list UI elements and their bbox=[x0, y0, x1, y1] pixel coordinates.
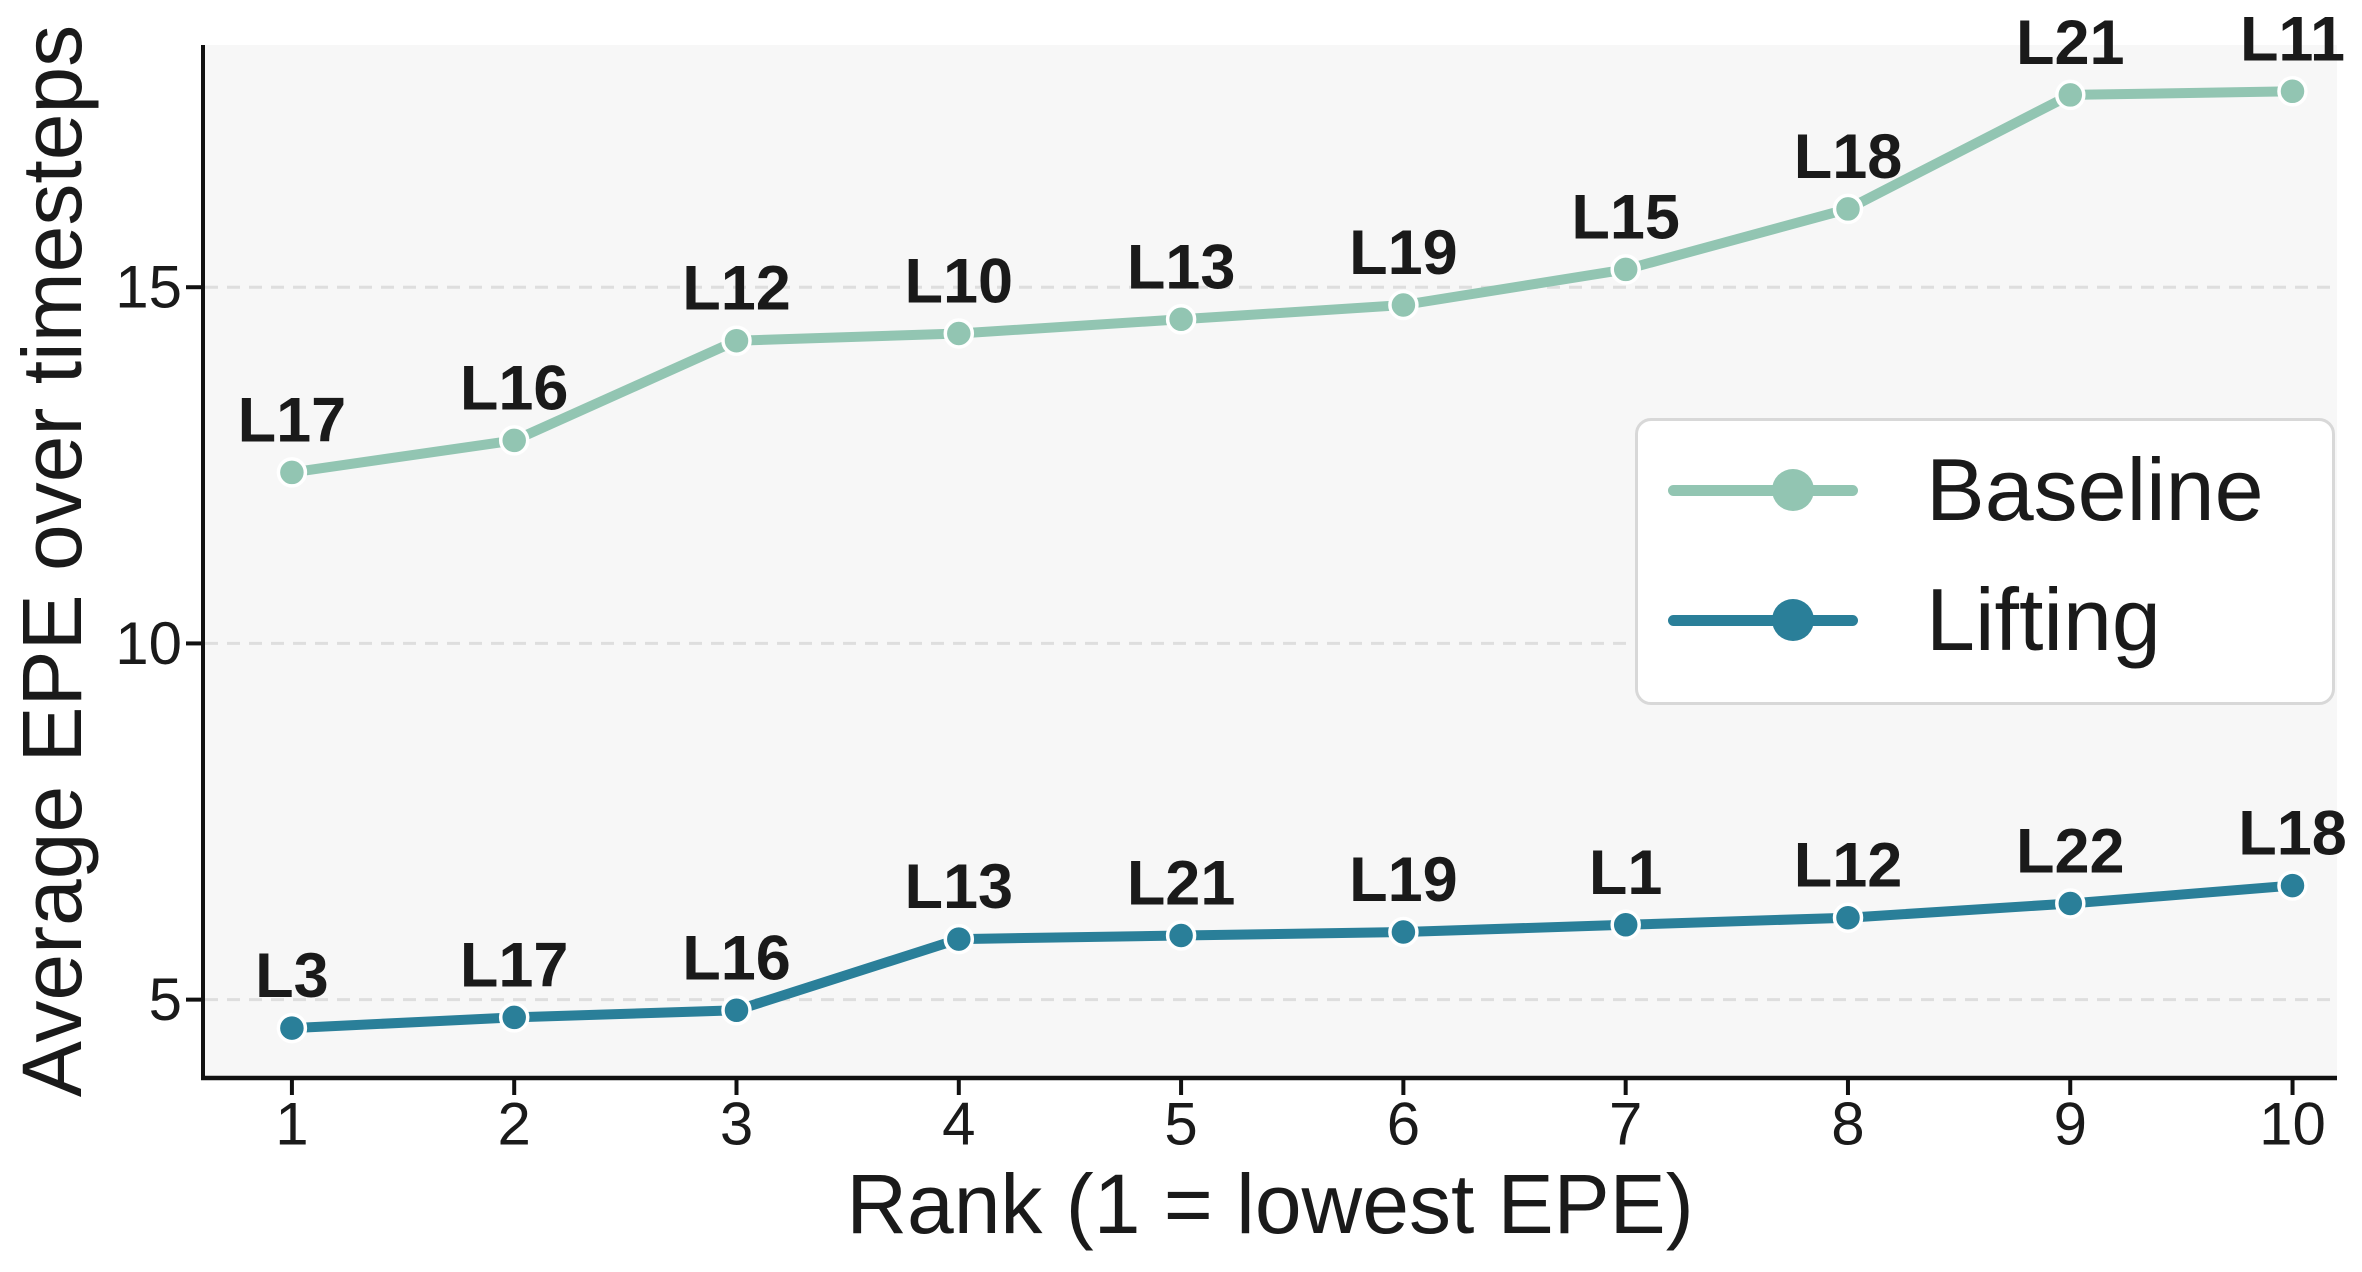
legend-row-baseline: Baseline bbox=[1638, 445, 2332, 535]
point-label-baseline-rank-10: L11 bbox=[2240, 4, 2345, 74]
data-point-lifting-rank-10 bbox=[2277, 870, 2308, 901]
legend-label-baseline: Baseline bbox=[1926, 440, 2264, 539]
x-tick-label-4: 4 bbox=[942, 1091, 975, 1158]
point-label-baseline-rank-3: L12 bbox=[682, 254, 791, 324]
data-point-baseline-rank-7 bbox=[1610, 254, 1641, 285]
legend-label-lifting: Lifting bbox=[1926, 570, 2161, 669]
data-point-lifting-rank-2 bbox=[498, 1002, 530, 1033]
gridline-layer bbox=[205, 285, 2337, 1002]
y-tick-label-10: 10 bbox=[115, 610, 182, 677]
data-point-baseline-rank-6 bbox=[1388, 289, 1419, 321]
axes-layer: 1 2 3 4 5 6 7 8 9 10 5 10 15 bbox=[115, 45, 2337, 1158]
data-point-baseline-rank-3 bbox=[721, 325, 752, 356]
series-line-lifting bbox=[286, 880, 2298, 1034]
point-label-lifting-rank-3: L16 bbox=[682, 923, 791, 993]
point-label-lifting-rank-6: L19 bbox=[1349, 845, 1458, 915]
data-point-lifting-rank-1 bbox=[276, 1012, 308, 1044]
data-point-baseline-rank-10 bbox=[2277, 76, 2308, 107]
data-point-lifting-rank-5 bbox=[1165, 920, 1197, 951]
lifting-line-marker-icon bbox=[1668, 575, 1858, 665]
legend: Baseline Lifting bbox=[1635, 418, 2335, 705]
x-tick-label-3: 3 bbox=[720, 1091, 753, 1158]
data-point-lifting-rank-9 bbox=[2055, 888, 2086, 919]
y-axis-label: Average EPE over timesteps bbox=[5, 25, 99, 1097]
point-label-lifting-rank-4: L13 bbox=[905, 852, 1014, 922]
series-layer: L17 L16 L12 L10 L13 L19 L15 L18 L21 L11 L3 L17 L16 L1… bbox=[238, 4, 2347, 1044]
data-point-baseline-rank-4 bbox=[943, 318, 975, 349]
point-label-baseline-rank-1: L17 bbox=[238, 385, 347, 455]
x-axis-label: Rank (1 = lowest EPE) bbox=[846, 1157, 1693, 1251]
point-label-lifting-rank-5: L21 bbox=[1127, 849, 1236, 919]
data-point-lifting-rank-4 bbox=[943, 923, 975, 955]
point-label-lifting-rank-10: L18 bbox=[2238, 799, 2347, 869]
y-tick-label-15: 15 bbox=[115, 254, 182, 321]
data-point-baseline-rank-5 bbox=[1165, 304, 1197, 335]
legend-row-lifting: Lifting bbox=[1638, 575, 2332, 665]
point-label-lifting-rank-9: L22 bbox=[2016, 817, 2125, 887]
x-tick-label-2: 2 bbox=[498, 1091, 531, 1158]
point-label-lifting-rank-1: L3 bbox=[255, 941, 329, 1011]
point-label-baseline-rank-5: L13 bbox=[1127, 232, 1236, 302]
point-label-baseline-rank-2: L16 bbox=[460, 353, 569, 423]
x-tick-label-8: 8 bbox=[1831, 1091, 1864, 1158]
point-label-lifting-rank-2: L17 bbox=[460, 930, 569, 1000]
data-point-lifting-rank-7 bbox=[1610, 909, 1641, 941]
data-point-lifting-rank-8 bbox=[1832, 902, 1864, 933]
point-label-baseline-rank-9: L21 bbox=[2016, 8, 2125, 78]
x-tick-label-5: 5 bbox=[1164, 1091, 1197, 1158]
x-tick-label-1: 1 bbox=[275, 1091, 308, 1158]
data-point-baseline-rank-9 bbox=[2055, 79, 2086, 111]
point-label-baseline-rank-7: L15 bbox=[1571, 182, 1680, 252]
point-label-baseline-rank-8: L18 bbox=[1794, 122, 1903, 192]
y-tick-label-5: 5 bbox=[149, 966, 182, 1033]
x-tick-label-9: 9 bbox=[2054, 1091, 2087, 1158]
point-label-baseline-rank-4: L10 bbox=[905, 247, 1014, 317]
x-tick-label-6: 6 bbox=[1387, 1091, 1420, 1158]
point-label-lifting-rank-7: L1 bbox=[1589, 838, 1663, 908]
series-line-baseline bbox=[286, 86, 2298, 478]
baseline-line-marker-icon bbox=[1668, 445, 1858, 535]
data-point-baseline-rank-8 bbox=[1832, 193, 1864, 225]
data-point-baseline-rank-1 bbox=[276, 457, 308, 488]
point-label-baseline-rank-6: L19 bbox=[1349, 218, 1458, 288]
data-point-lifting-rank-6 bbox=[1388, 916, 1419, 948]
x-tick-label-7: 7 bbox=[1609, 1091, 1642, 1158]
data-point-lifting-rank-3 bbox=[721, 995, 752, 1026]
data-point-baseline-rank-2 bbox=[498, 425, 530, 456]
x-tick-label-10: 10 bbox=[2259, 1091, 2326, 1158]
point-label-lifting-rank-8: L12 bbox=[1794, 831, 1903, 901]
